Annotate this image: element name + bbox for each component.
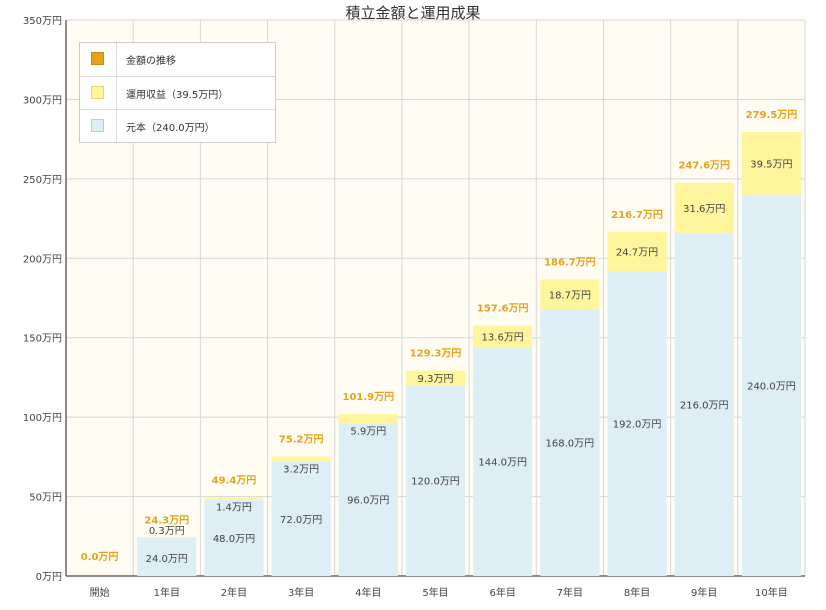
data-label-returns: 3.2万円 <box>283 465 319 476</box>
data-label-returns: 39.5万円 <box>750 159 792 170</box>
legend-divider <box>116 77 117 109</box>
x-tick-label: 9年目 <box>691 586 717 599</box>
chart-legend: 金額の推移 運用収益（39.5万円） 元本（240.0万円） <box>79 42 276 143</box>
data-label-principal: 144.0万円 <box>478 458 527 469</box>
y-tick-label: 50万円 <box>29 493 62 504</box>
bar-returns <box>338 414 398 424</box>
y-tick-label: 100万円 <box>23 413 62 424</box>
y-tick-label: 250万円 <box>23 175 62 186</box>
legend-divider <box>116 43 117 76</box>
x-tick-label: 7年目 <box>557 586 583 599</box>
data-label-total: 279.5万円 <box>746 109 798 121</box>
data-label-total: 101.9万円 <box>342 391 394 403</box>
data-label-returns: 1.4万円 <box>216 503 252 514</box>
legend-swatch-total <box>91 52 104 65</box>
data-label-principal: 72.0万円 <box>280 515 322 526</box>
bar-returns <box>473 325 533 348</box>
x-tick-label: 4年目 <box>355 586 381 599</box>
bar-principal <box>607 270 667 576</box>
x-tick-label: 開始 <box>90 586 110 599</box>
data-label-principal: 96.0万円 <box>347 496 389 507</box>
bar-principal <box>540 309 600 576</box>
data-label-principal: 120.0万円 <box>411 477 460 488</box>
x-tick-label: 2年目 <box>221 586 247 599</box>
data-label-returns: 31.6万円 <box>683 204 725 215</box>
legend-swatch-principal <box>91 119 104 132</box>
y-tick-label: 350万円 <box>23 16 62 27</box>
legend-divider <box>116 110 117 142</box>
data-label-total: 0.0万円 <box>81 551 119 563</box>
legend-item-returns[interactable]: 運用収益（39.5万円） <box>80 76 275 109</box>
chart-title: 積立金額と運用成果 <box>345 4 481 22</box>
y-tick-label: 300万円 <box>23 95 62 106</box>
data-label-principal: 48.0万円 <box>213 534 255 545</box>
x-tick-label: 1年目 <box>154 586 180 599</box>
data-label-returns: 5.9万円 <box>350 426 386 437</box>
data-label-returns: 9.3万円 <box>418 374 454 385</box>
bar-returns <box>674 182 734 233</box>
legend-label-total: 金額の推移 <box>126 56 176 67</box>
bar-principal <box>338 423 398 576</box>
data-label-returns: 24.7万円 <box>616 247 658 258</box>
data-label-principal: 192.0万円 <box>613 419 662 430</box>
x-tick-label: 10年目 <box>755 586 788 599</box>
data-label-returns: 18.7万円 <box>549 290 591 301</box>
y-tick-label: 150万円 <box>23 334 62 345</box>
y-tick-label: 0万円 <box>36 572 62 583</box>
bar-returns <box>204 497 264 500</box>
legend-label-principal: 元本（240.0万円） <box>126 123 215 134</box>
data-label-total: 186.7万円 <box>544 256 596 268</box>
data-label-principal: 240.0万円 <box>747 381 796 392</box>
data-label-total: 247.6万円 <box>678 160 730 172</box>
data-label-total: 216.7万円 <box>611 209 663 221</box>
data-label-principal: 168.0万円 <box>546 439 595 450</box>
bar-returns <box>137 536 197 538</box>
data-label-returns: 0.3万円 <box>149 526 185 537</box>
legend-swatch-returns <box>91 86 104 99</box>
bar-principal <box>674 232 734 576</box>
data-label-principal: 216.0万円 <box>680 400 729 411</box>
bar-principal <box>204 499 264 576</box>
bar-returns <box>741 131 801 195</box>
x-tick-label: 8年目 <box>624 586 650 599</box>
bar-returns <box>607 231 667 271</box>
x-tick-label: 5年目 <box>422 586 448 599</box>
data-label-principal: 24.0万円 <box>146 554 188 565</box>
bar-principal <box>405 385 466 576</box>
data-label-total: 157.6万円 <box>477 303 529 315</box>
y-tick-label: 200万円 <box>23 254 62 265</box>
data-label-total: 75.2万円 <box>279 434 324 446</box>
bar-returns <box>405 370 466 386</box>
data-label-total: 24.3万円 <box>144 514 189 526</box>
bar-principal <box>271 461 331 576</box>
data-label-total: 129.3万円 <box>410 348 462 360</box>
data-label-total: 49.4万円 <box>212 475 257 487</box>
x-tick-label: 3年目 <box>288 586 314 599</box>
legend-label-returns: 運用収益（39.5万円） <box>126 90 229 101</box>
data-label-returns: 13.6万円 <box>482 332 524 343</box>
bar-returns <box>540 279 600 310</box>
legend-item-total[interactable]: 金額の推移 <box>80 43 275 76</box>
bar-returns <box>271 456 331 462</box>
bar-principal <box>741 194 801 576</box>
legend-item-principal[interactable]: 元本（240.0万円） <box>80 109 275 142</box>
bar-principal <box>473 347 533 576</box>
x-tick-label: 6年目 <box>489 586 515 599</box>
bar-principal <box>137 537 197 576</box>
